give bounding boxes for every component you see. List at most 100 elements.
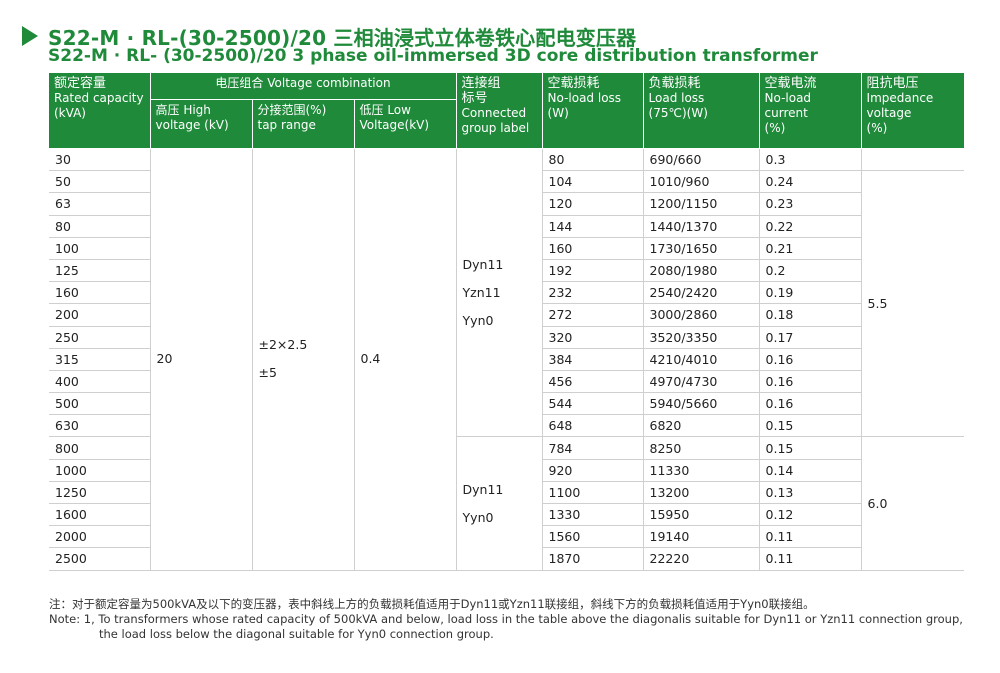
table-row: 50 104 1010/960 0.24 5.5 bbox=[49, 170, 965, 438]
capacity-cell: 500 bbox=[49, 392, 151, 416]
no-load-loss-cell: 272 bbox=[542, 303, 644, 327]
header-connected-group: 连接组 标号 Connected group label bbox=[456, 73, 543, 149]
no-load-loss-cell: 920 bbox=[542, 459, 644, 482]
impedance-cell: 5.5 bbox=[861, 170, 965, 438]
no-load-loss-cell: 784 bbox=[542, 436, 644, 460]
load-loss-cell: 6820 bbox=[643, 414, 760, 438]
load-loss-cell: 3000/2860 bbox=[643, 303, 760, 327]
load-loss-cell: 8250 bbox=[643, 436, 760, 460]
capacity-cell: 2500 bbox=[49, 547, 151, 571]
impedance-cell-line: 6.0 bbox=[867, 495, 888, 511]
no-load-loss-cell: 80 bbox=[542, 148, 644, 172]
tap-range-cell-line: ±5 bbox=[258, 365, 277, 381]
capacity-cell: 63 bbox=[49, 192, 151, 216]
table-row: 250 320 3520/3350 0.17 bbox=[49, 326, 964, 349]
header-load-loss: 负载损耗 Load loss (75℃)(W) bbox=[643, 73, 760, 149]
no-load-loss-cell: 160 bbox=[542, 237, 644, 260]
load-loss-cell: 13200 bbox=[643, 481, 760, 505]
tap-range-cell-line: ±2×2.5 bbox=[258, 337, 308, 353]
load-loss-cell: 4210/4010 bbox=[643, 348, 760, 371]
no-load-current-cell: 0.22 bbox=[759, 215, 862, 238]
table-row: 30 20 ±2×2.5 ±5 0.4 Dyn11 Yzn11 Yyn0 80 690/660 0.… bbox=[49, 148, 965, 571]
no-load-current-cell: 0.3 bbox=[759, 148, 862, 172]
no-load-current-cell: 0.11 bbox=[759, 547, 862, 571]
connected-group-cell-line: Dyn11 bbox=[462, 256, 504, 272]
load-loss-cell: 4970/4730 bbox=[643, 370, 760, 394]
no-load-current-cell: 0.19 bbox=[759, 281, 862, 305]
header-no-load-loss: 空载损耗 No-load loss (W) bbox=[542, 73, 644, 149]
no-load-current-cell: 0.17 bbox=[759, 326, 862, 349]
no-load-loss-cell: 232 bbox=[542, 281, 644, 305]
footnote-en-2: the load loss below the diagonal suitabl… bbox=[99, 627, 494, 641]
no-load-loss-cell: 1100 bbox=[542, 481, 644, 505]
no-load-current-cell: 0.15 bbox=[759, 436, 862, 460]
header-no-load-current: 空载电流 No-load current (%) bbox=[759, 73, 862, 149]
no-load-current-cell: 0.16 bbox=[759, 370, 862, 394]
no-load-current-cell: 0.21 bbox=[759, 237, 862, 260]
no-load-current-cell: 0.14 bbox=[759, 459, 862, 482]
impedance-cell: 6.0 bbox=[861, 436, 965, 571]
no-load-loss-cell: 1870 bbox=[542, 547, 644, 571]
load-loss-cell: 2080/1980 bbox=[643, 259, 760, 283]
table-row: 1000 920 11330 0.14 bbox=[49, 459, 964, 482]
impedance-cell-line: 5.5 bbox=[867, 295, 888, 311]
load-loss-cell: 690/660 bbox=[643, 148, 760, 172]
capacity-cell: 315 bbox=[49, 348, 151, 371]
header-voltage-combination: 电压组合 Voltage combination bbox=[150, 73, 457, 100]
connected-group-cell: Dyn11 Yyn0 bbox=[456, 436, 543, 571]
header-high-voltage: 高压 High voltage (kV) bbox=[150, 99, 253, 149]
no-load-loss-cell: 120 bbox=[542, 192, 644, 216]
capacity-cell: 125 bbox=[49, 259, 151, 283]
load-loss-cell: 15950 bbox=[643, 503, 760, 527]
connected-group-cell: Dyn11 Yzn11 Yyn0 bbox=[456, 148, 543, 438]
capacity-cell: 100 bbox=[49, 237, 151, 260]
capacity-cell: 1600 bbox=[49, 503, 151, 527]
no-load-loss-cell: 544 bbox=[542, 392, 644, 416]
capacity-cell: 80 bbox=[49, 215, 151, 238]
header-tap-range: 分接范围(%) tap range bbox=[252, 99, 355, 149]
table-row: 500 544 5940/5660 0.16 bbox=[49, 392, 964, 416]
high-voltage-cell-line: 20 bbox=[156, 351, 173, 367]
table-row: 160 232 2540/2420 0.19 bbox=[49, 281, 964, 305]
capacity-cell: 250 bbox=[49, 326, 151, 349]
load-loss-cell: 3520/3350 bbox=[643, 326, 760, 349]
no-load-current-cell: 0.16 bbox=[759, 348, 862, 371]
play-arrow-icon bbox=[22, 26, 38, 46]
capacity-cell: 800 bbox=[49, 436, 151, 460]
spec-table: 额定容量 Rated capacity (kVA) 电压组合 Voltage c… bbox=[49, 73, 965, 571]
load-loss-cell: 11330 bbox=[643, 459, 760, 482]
header-low-voltage: 低压 Low Voltage(kV) bbox=[354, 99, 457, 149]
no-load-loss-cell: 648 bbox=[542, 414, 644, 438]
table-row: 63 120 1200/1150 0.23 bbox=[49, 192, 964, 216]
load-loss-cell: 1010/960 bbox=[643, 170, 760, 194]
footnote-cn: 注：对于额定容量为500kVA及以下的变压器，表中斜线上方的负载损耗值适用于Dy… bbox=[49, 597, 815, 611]
load-loss-cell: 19140 bbox=[643, 525, 760, 549]
table-row: 2500 1870 22220 0.11 bbox=[49, 547, 964, 571]
table-row: 200 272 3000/2860 0.18 bbox=[49, 303, 964, 327]
header-rated-capacity: 额定容量 Rated capacity (kVA) bbox=[49, 73, 151, 149]
table-row: 100 160 1730/1650 0.21 bbox=[49, 237, 964, 260]
connected-group-cell-line: Yyn0 bbox=[462, 509, 494, 525]
no-load-loss-cell: 456 bbox=[542, 370, 644, 394]
no-load-current-cell: 0.2 bbox=[759, 259, 862, 283]
page-title-cn: S22-M · RL-(30-2500)/20 三相油浸式立体卷铁心配电变压器 bbox=[48, 26, 637, 50]
connected-group-cell-line: Dyn11 bbox=[462, 481, 504, 497]
footnote-en-1: Note: 1, To transformers whose rated cap… bbox=[49, 612, 963, 626]
capacity-cell: 160 bbox=[49, 281, 151, 305]
no-load-current-cell: 0.18 bbox=[759, 303, 862, 327]
connected-group-cell-line: Yyn0 bbox=[462, 312, 494, 328]
table-row: 400 456 4970/4730 0.16 bbox=[49, 370, 964, 394]
table-row: 1250 1100 13200 0.13 bbox=[49, 481, 964, 505]
no-load-current-cell: 0.16 bbox=[759, 392, 862, 416]
capacity-cell: 2000 bbox=[49, 525, 151, 549]
low-voltage-cell: 0.4 bbox=[354, 148, 457, 571]
capacity-cell: 1250 bbox=[49, 481, 151, 505]
tap-range-cell: ±2×2.5 ±5 bbox=[252, 148, 355, 571]
header-impedance-voltage: 阻抗电压 Impedance voltage (%) bbox=[861, 73, 965, 149]
no-load-current-cell: 0.15 bbox=[759, 414, 862, 438]
load-loss-cell: 1200/1150 bbox=[643, 192, 760, 216]
capacity-cell: 630 bbox=[49, 414, 151, 438]
load-loss-cell: 1730/1650 bbox=[643, 237, 760, 260]
no-load-loss-cell: 384 bbox=[542, 348, 644, 371]
